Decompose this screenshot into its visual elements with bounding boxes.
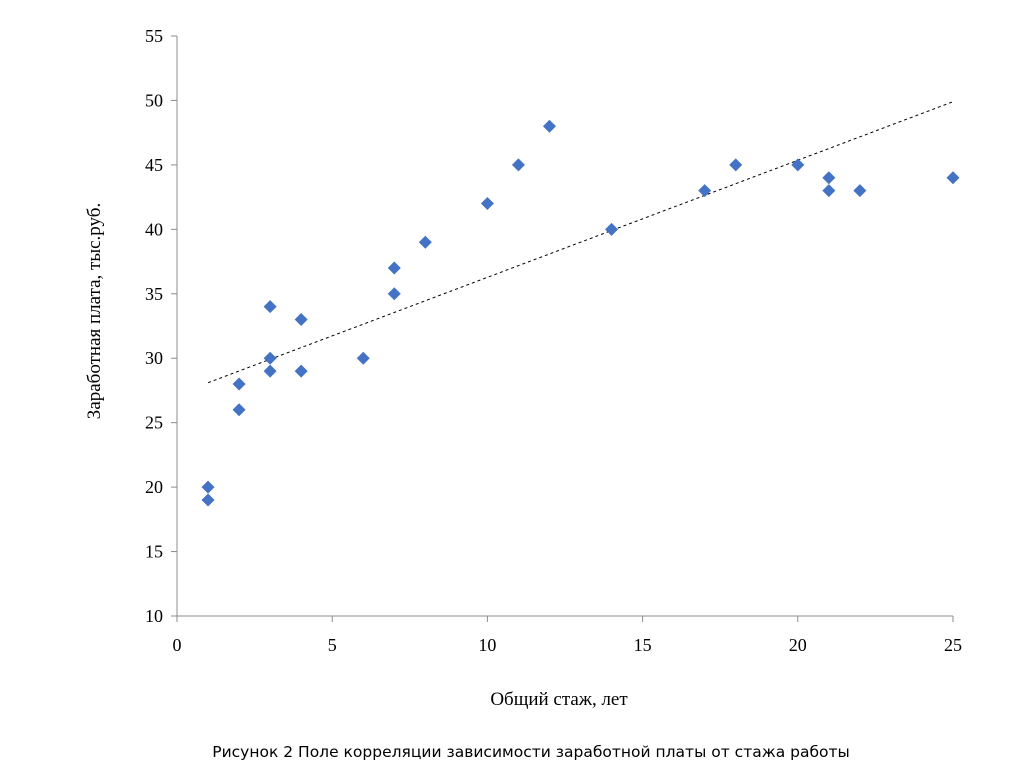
trend-line (207, 101, 954, 384)
data-point (418, 235, 432, 249)
figure-caption: Рисунок 2 Поле корреляции зависимости за… (212, 743, 850, 761)
data-point (232, 377, 246, 391)
data-point (294, 313, 308, 327)
y-tick-label: 45 (145, 155, 163, 175)
x-tick-label: 0 (173, 635, 182, 655)
x-tick-label: 25 (944, 635, 962, 655)
x-tick-label: 15 (634, 635, 652, 655)
data-point (263, 364, 277, 378)
data-point (232, 403, 246, 417)
x-axis-ticks (176, 616, 954, 622)
y-tick-label: 50 (145, 90, 163, 110)
data-point (294, 364, 308, 378)
data-point (387, 261, 401, 275)
data-point (263, 351, 277, 365)
y-tick-label: 25 (145, 413, 163, 433)
data-point (853, 184, 867, 198)
data-point (698, 184, 712, 198)
y-tick-label: 10 (145, 606, 163, 626)
data-point (605, 222, 619, 236)
y-tick-label: 55 (145, 26, 163, 46)
data-point (201, 480, 215, 494)
y-tick-label: 20 (145, 477, 163, 497)
data-point (263, 300, 277, 314)
x-axis-title: Общий стаж, лет (490, 689, 628, 710)
data-points (201, 119, 960, 507)
x-axis-tick-labels: 0 5 10 15 20 25 (173, 635, 963, 655)
data-point (822, 184, 836, 198)
data-point (822, 171, 836, 185)
data-point (356, 351, 370, 365)
data-point (729, 158, 743, 172)
data-point (201, 493, 215, 507)
y-axis-ticks (171, 35, 177, 617)
y-tick-label: 30 (145, 348, 163, 368)
data-point (542, 119, 556, 133)
x-tick-label: 20 (789, 635, 807, 655)
y-tick-label: 35 (145, 284, 163, 304)
data-point (791, 158, 805, 172)
data-point (387, 287, 401, 301)
data-point (946, 171, 960, 185)
data-point (480, 197, 494, 211)
y-axis-title: Заработная плата, тыс.руб. (84, 203, 105, 419)
x-tick-label: 10 (478, 635, 496, 655)
y-tick-label: 15 (145, 542, 163, 562)
data-point (511, 158, 525, 172)
y-tick-label: 40 (145, 219, 163, 239)
y-axis-tick-labels: 10 15 20 25 30 35 40 45 50 55 (145, 26, 163, 626)
x-tick-label: 5 (328, 635, 337, 655)
